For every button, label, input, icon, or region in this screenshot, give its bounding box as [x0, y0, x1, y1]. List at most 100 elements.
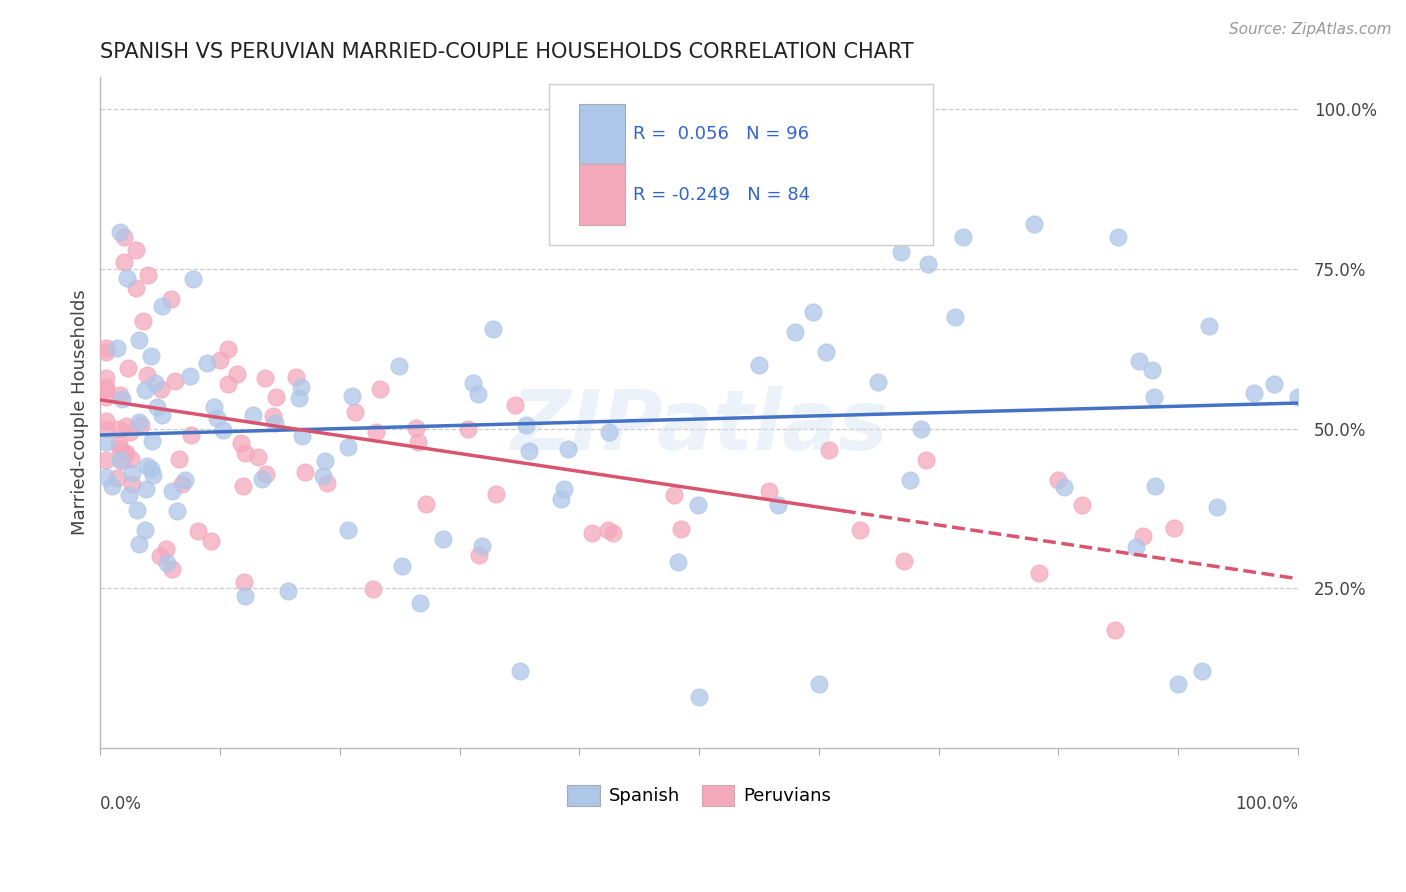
- Point: [406, 435, 429, 450]
- Point: [866, 375, 889, 389]
- Point: [242, 409, 264, 423]
- Point: [1191, 665, 1213, 679]
- Point: [336, 440, 359, 454]
- Point: [409, 596, 432, 610]
- Point: [748, 358, 770, 372]
- Point: [264, 390, 287, 404]
- Point: [1140, 363, 1163, 377]
- Point: [146, 400, 169, 414]
- Point: [288, 392, 311, 406]
- Point: [415, 497, 437, 511]
- Point: [160, 562, 183, 576]
- Point: [517, 444, 540, 458]
- Point: [250, 472, 273, 486]
- Point: [167, 452, 190, 467]
- Point: [849, 523, 872, 537]
- FancyBboxPatch shape: [550, 84, 932, 245]
- Point: [664, 488, 686, 502]
- FancyBboxPatch shape: [579, 104, 624, 164]
- Point: [172, 476, 194, 491]
- Point: [669, 522, 692, 536]
- Point: [121, 477, 143, 491]
- Point: [457, 422, 479, 436]
- Point: [135, 482, 157, 496]
- Text: 100.0%: 100.0%: [1234, 795, 1298, 813]
- Point: [550, 491, 572, 506]
- Point: [893, 554, 915, 568]
- Point: [277, 584, 299, 599]
- Point: [155, 542, 177, 557]
- Point: [134, 384, 156, 398]
- Point: [150, 408, 173, 422]
- Point: [108, 422, 131, 436]
- Point: [1107, 230, 1129, 244]
- Point: [602, 525, 624, 540]
- Point: [125, 281, 148, 295]
- Point: [143, 376, 166, 391]
- Point: [688, 690, 710, 704]
- Point: [117, 361, 139, 376]
- Point: [388, 359, 411, 374]
- Point: [225, 367, 247, 381]
- Point: [139, 462, 162, 476]
- Point: [208, 352, 231, 367]
- Point: [868, 178, 890, 193]
- Text: R = -0.249   N = 84: R = -0.249 N = 84: [633, 186, 810, 203]
- Point: [1143, 390, 1166, 404]
- Point: [96, 470, 118, 484]
- Point: [108, 437, 131, 451]
- Point: [217, 343, 239, 357]
- Point: [503, 398, 526, 412]
- Point: [1125, 540, 1147, 554]
- Point: [96, 382, 118, 396]
- Point: [202, 400, 225, 414]
- Point: [461, 376, 484, 390]
- Point: [121, 466, 143, 480]
- Point: [233, 574, 256, 589]
- Point: [233, 589, 256, 603]
- Point: [173, 473, 195, 487]
- Point: [1053, 480, 1076, 494]
- Point: [1132, 528, 1154, 542]
- Point: [262, 409, 284, 423]
- Point: [120, 452, 142, 467]
- Point: [134, 524, 156, 538]
- Point: [314, 454, 336, 468]
- Point: [391, 558, 413, 573]
- Point: [136, 268, 159, 283]
- Point: [1243, 386, 1265, 401]
- Point: [340, 389, 363, 403]
- Point: [233, 446, 256, 460]
- FancyBboxPatch shape: [579, 164, 624, 225]
- Point: [115, 418, 138, 433]
- Point: [139, 349, 162, 363]
- Point: [952, 230, 974, 244]
- Point: [915, 452, 938, 467]
- Point: [1024, 217, 1046, 231]
- Point: [96, 390, 118, 404]
- Point: [366, 425, 388, 439]
- Point: [363, 582, 385, 596]
- Point: [484, 487, 506, 501]
- Point: [187, 524, 209, 538]
- Y-axis label: Married-couple Households: Married-couple Households: [72, 290, 89, 535]
- Point: [160, 484, 183, 499]
- Point: [105, 471, 128, 485]
- Point: [96, 380, 118, 394]
- Point: [1163, 521, 1185, 535]
- Point: [1104, 624, 1126, 638]
- Point: [557, 442, 579, 457]
- Point: [246, 450, 269, 464]
- Point: [232, 479, 254, 493]
- Point: [801, 305, 824, 319]
- Point: [218, 376, 240, 391]
- Point: [136, 459, 159, 474]
- Point: [515, 417, 537, 432]
- Point: [156, 556, 179, 570]
- Point: [312, 469, 335, 483]
- Point: [666, 555, 689, 569]
- Point: [467, 386, 489, 401]
- Text: Source: ZipAtlas.com: Source: ZipAtlas.com: [1229, 22, 1392, 37]
- Point: [758, 483, 780, 498]
- Point: [1071, 498, 1094, 512]
